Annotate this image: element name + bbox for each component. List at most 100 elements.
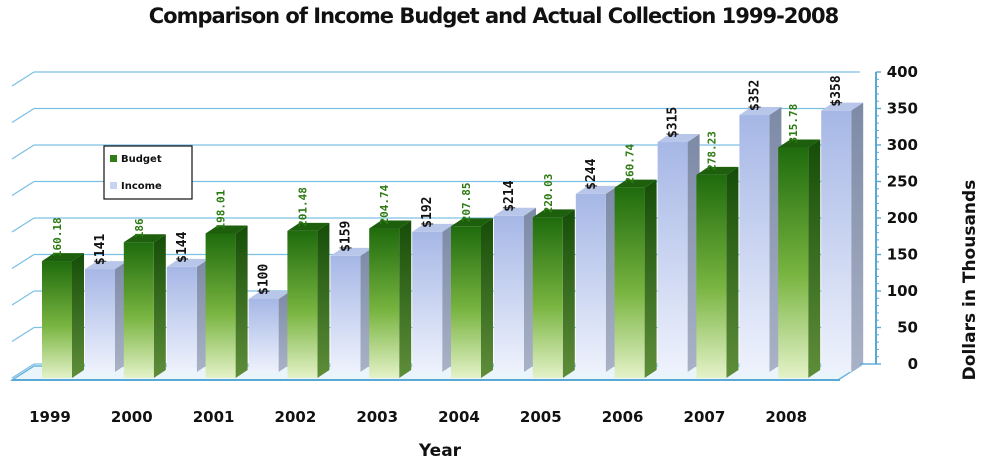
y-tick-300: 300: [887, 136, 918, 154]
y-tick-350: 350: [887, 100, 918, 118]
data-label-income-2002: $159: [338, 221, 353, 252]
gridline-depth: [11, 144, 35, 160]
data-labels: 160.18 $141 186 $144 198.01 $100 201.48 $159 204…: [51, 75, 844, 295]
legend-label-budget: Budget: [121, 154, 162, 165]
bar-budget-2006-side: [644, 179, 657, 378]
bar-budget-2005: [532, 217, 563, 378]
x-tick-2006: 2006: [602, 408, 644, 426]
y-tick-150: 150: [887, 246, 918, 264]
bar-budget-1999-side: [72, 253, 84, 378]
data-label-budget-2002: 201.48: [296, 187, 309, 227]
bar-budget-2003-top: [369, 220, 412, 229]
gridline-depth: [11, 326, 35, 343]
bar-budget-2004: [451, 226, 481, 378]
bar-budget-2008: [778, 147, 809, 378]
gridline-depth: [11, 71, 35, 87]
x-tick-2004: 2004: [438, 408, 480, 426]
bar-budget-2007: [696, 174, 727, 378]
bar-income-2008: [821, 110, 852, 372]
bar-budget-2006-top: [614, 179, 657, 188]
bar-income-2003: [412, 231, 443, 372]
data-label-budget-2007: 278.23: [705, 131, 718, 171]
gridline-depth: [11, 290, 35, 306]
legend-box: [103, 145, 193, 200]
data-label-budget-2000: 186: [133, 218, 146, 238]
data-label-income-2003: $192: [420, 197, 435, 228]
bar-income-2006: [657, 142, 688, 372]
bar-budget-2008-top: [778, 139, 821, 148]
bar-income-2001: [248, 299, 279, 372]
bar-income-2003-top: [412, 223, 455, 232]
y-tick-250: 250: [887, 173, 918, 191]
bar-budget-2007-side: [726, 166, 739, 378]
legend-swatch-budget: [110, 155, 117, 162]
data-label-budget-2008: 315.78: [787, 104, 800, 144]
x-axis-ticks: 1999 2000 2001 2002 2003 2004 2005 2006 2007 2008: [29, 408, 807, 426]
bar-income-1999-top: [85, 261, 127, 270]
data-label-income-2004: $214: [502, 180, 517, 211]
x-tick-2001: 2001: [193, 408, 235, 426]
legend-label-income: Income: [121, 181, 162, 192]
data-label-budget-2001: 198.01: [215, 189, 228, 229]
gridline-depth: [11, 180, 35, 197]
bar-budget-2000: [123, 242, 154, 378]
bar-budget-2006: [614, 187, 645, 378]
bar-income-2002-top: [330, 247, 373, 256]
bar-income-2008-side: [851, 102, 864, 372]
data-label-income-2000: $144: [175, 231, 190, 262]
bar-budget-2007-top: [696, 166, 739, 175]
data-label-income-2001: $100: [257, 264, 272, 295]
bar-budget-2008-side: [808, 139, 821, 378]
x-tick-2003: 2003: [356, 408, 398, 426]
bar-budget-2002: [287, 230, 318, 378]
legend-swatch-income: [110, 182, 117, 189]
y-tick-0: 0: [908, 355, 918, 373]
x-tick-1999: 1999: [29, 408, 71, 426]
bar-budget-2001: [205, 233, 236, 378]
chart-title: Comparison of Income Budget and Actual C…: [148, 4, 840, 28]
bar-income-2002: [330, 255, 361, 372]
bar-budget-2001-side: [235, 225, 248, 378]
gridline-depth: [11, 107, 35, 124]
bar-budget-2005-top: [532, 209, 575, 218]
data-label-budget-2006: 260.74: [624, 144, 637, 184]
bar-income-1999: [85, 269, 115, 372]
bar-income-2000-top: [166, 258, 209, 267]
gridline-depth: [11, 253, 35, 270]
x-tick-2008: 2008: [765, 408, 807, 426]
bar-budget-2002-top: [287, 222, 330, 231]
bar-budget-1999-top: [42, 253, 84, 262]
bar-budget-2004-top: [451, 218, 493, 227]
bar-budget-2001-top: [205, 225, 248, 234]
bar-budget-2005-side: [562, 209, 575, 378]
bar-budget-2002-side: [317, 222, 330, 378]
legend: Budget Income: [103, 145, 193, 200]
bar-income-2005: [575, 193, 606, 372]
y-tick-200: 200: [887, 209, 918, 227]
data-label-budget-2005: 220.03: [542, 174, 555, 214]
bars: [42, 102, 864, 378]
gridline-depth: [11, 217, 35, 233]
bar-income-2001-top: [248, 291, 291, 299]
bar-income-2004: [494, 215, 524, 372]
bar-income-2007: [739, 115, 770, 372]
bar-budget-2000-side: [153, 234, 166, 378]
bar-income-2004-top: [494, 207, 536, 216]
x-tick-2007: 2007: [684, 408, 726, 426]
gridline-depth: [11, 363, 35, 379]
y-axis: 0 50 100 150 200 250 300 350 400: [860, 63, 918, 373]
bar-income-2000: [166, 266, 197, 372]
bar-budget-1999: [42, 261, 72, 378]
x-tick-2005: 2005: [520, 408, 562, 426]
x-axis-title: Year: [418, 441, 462, 461]
y-tick-400: 400: [887, 63, 918, 81]
bar-budget-2003: [369, 228, 400, 378]
bar-income-2006-top: [657, 134, 700, 143]
x-tick-2000: 2000: [111, 408, 153, 426]
bar-income-2007-top: [739, 107, 782, 116]
data-label-income-2005: $244: [584, 158, 599, 189]
bar-budget-2003-side: [399, 220, 412, 378]
y-axis-title: Dollars in Thousands: [960, 180, 980, 381]
bar-income-2005-top: [575, 185, 618, 194]
